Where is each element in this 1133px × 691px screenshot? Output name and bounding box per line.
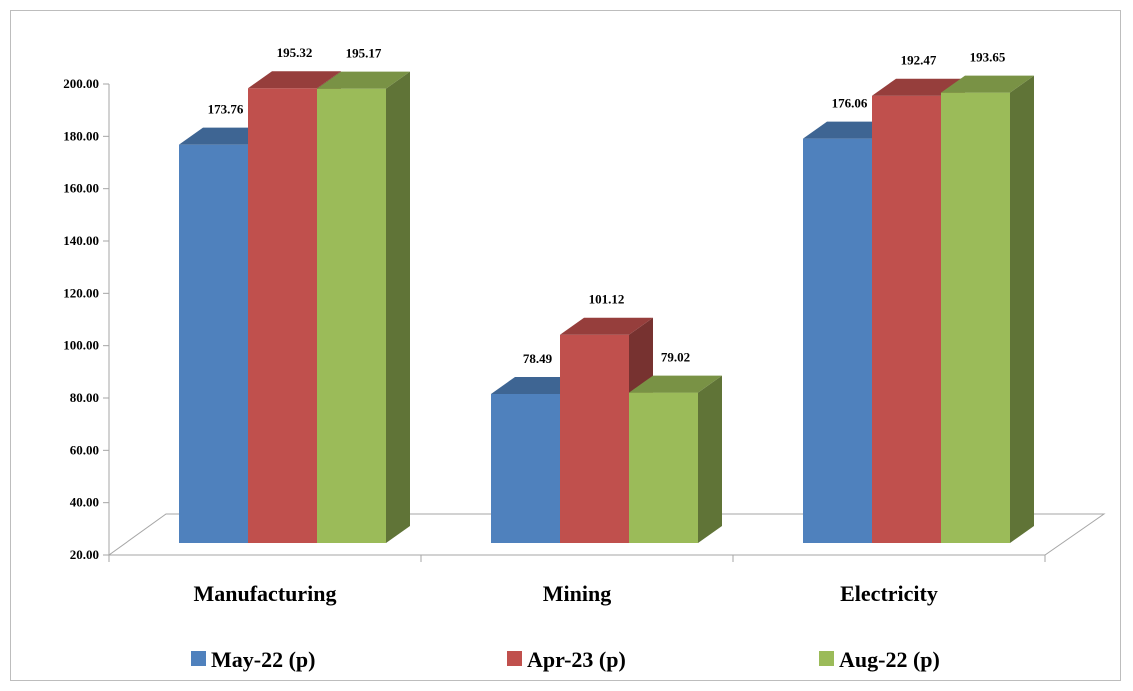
data-label: 192.47 — [901, 53, 937, 68]
bars — [179, 71, 1034, 544]
data-labels: 173.76 195.32 195.17 78.49 101.12 79.02 176.06… — [208, 45, 1006, 366]
category-label-manufacturing: Manufacturing — [194, 581, 337, 606]
y-tick-label: 20.00 — [70, 547, 99, 562]
legend-swatch — [191, 651, 206, 666]
y-tick-label: 140.00 — [63, 233, 99, 248]
bar-front — [629, 392, 698, 543]
legend-swatch — [819, 651, 834, 666]
bar-electricity-3 — [941, 75, 1034, 543]
bar-front — [872, 95, 941, 544]
bar-side — [1010, 75, 1034, 543]
data-label: 101.12 — [589, 292, 625, 307]
bar-top — [872, 78, 965, 96]
data-label: 195.32 — [277, 45, 313, 60]
legend-item-2: Apr-23 (p) — [507, 647, 626, 672]
data-label: 79.02 — [661, 350, 690, 365]
category-labels: Manufacturing Mining Electricity — [194, 581, 938, 606]
y-tick-label: 180.00 — [63, 128, 99, 143]
y-tick-label: 40.00 — [70, 495, 99, 510]
legend-item-3: Aug-22 (p) — [819, 647, 940, 672]
bar-front — [803, 138, 872, 543]
data-label: 176.06 — [832, 96, 868, 111]
y-tick-label: 80.00 — [70, 390, 99, 405]
bar-front — [317, 88, 386, 544]
data-label: 173.76 — [208, 102, 244, 117]
bar-top — [248, 71, 341, 89]
y-axis: 20.00 40.00 60.00 80.00 100.00 120.00 140.00 16… — [63, 76, 1046, 562]
bar-front — [491, 393, 560, 543]
bar-top — [941, 75, 1034, 93]
data-label: 195.17 — [346, 46, 382, 61]
y-tick-label: 200.00 — [63, 76, 99, 91]
bar-top — [629, 375, 722, 393]
bar-top — [317, 71, 410, 89]
bar-front — [248, 88, 317, 543]
y-tick-label: 60.00 — [70, 442, 99, 457]
bar-front — [941, 92, 1010, 543]
bar-front — [179, 144, 248, 544]
bar-side — [386, 71, 410, 544]
legend-label: May-22 (p) — [211, 647, 315, 672]
data-label: 78.49 — [523, 351, 553, 366]
bar-side — [698, 375, 722, 543]
legend: May-22 (p) Apr-23 (p) Aug-22 (p) — [191, 647, 940, 672]
legend-swatch — [507, 651, 522, 666]
bar-mining-3 — [629, 375, 722, 543]
bar-front — [560, 334, 629, 543]
chart-frame: 20.00 40.00 60.00 80.00 100.00 120.00 140.00 16… — [10, 10, 1121, 681]
bar-chart: 20.00 40.00 60.00 80.00 100.00 120.00 140.00 16… — [63, 45, 1106, 672]
bar-top — [560, 317, 653, 335]
category-label-electricity: Electricity — [840, 581, 938, 606]
y-tick-label: 100.00 — [63, 338, 99, 353]
legend-label: Aug-22 (p) — [839, 647, 940, 672]
data-label: 193.65 — [970, 50, 1006, 65]
y-tick-label: 120.00 — [63, 285, 99, 300]
bar-manufacturing-3 — [317, 71, 410, 544]
legend-label: Apr-23 (p) — [527, 647, 626, 672]
legend-item-1: May-22 (p) — [191, 647, 315, 672]
category-label-mining: Mining — [543, 581, 611, 606]
y-tick-label: 160.00 — [63, 181, 99, 196]
